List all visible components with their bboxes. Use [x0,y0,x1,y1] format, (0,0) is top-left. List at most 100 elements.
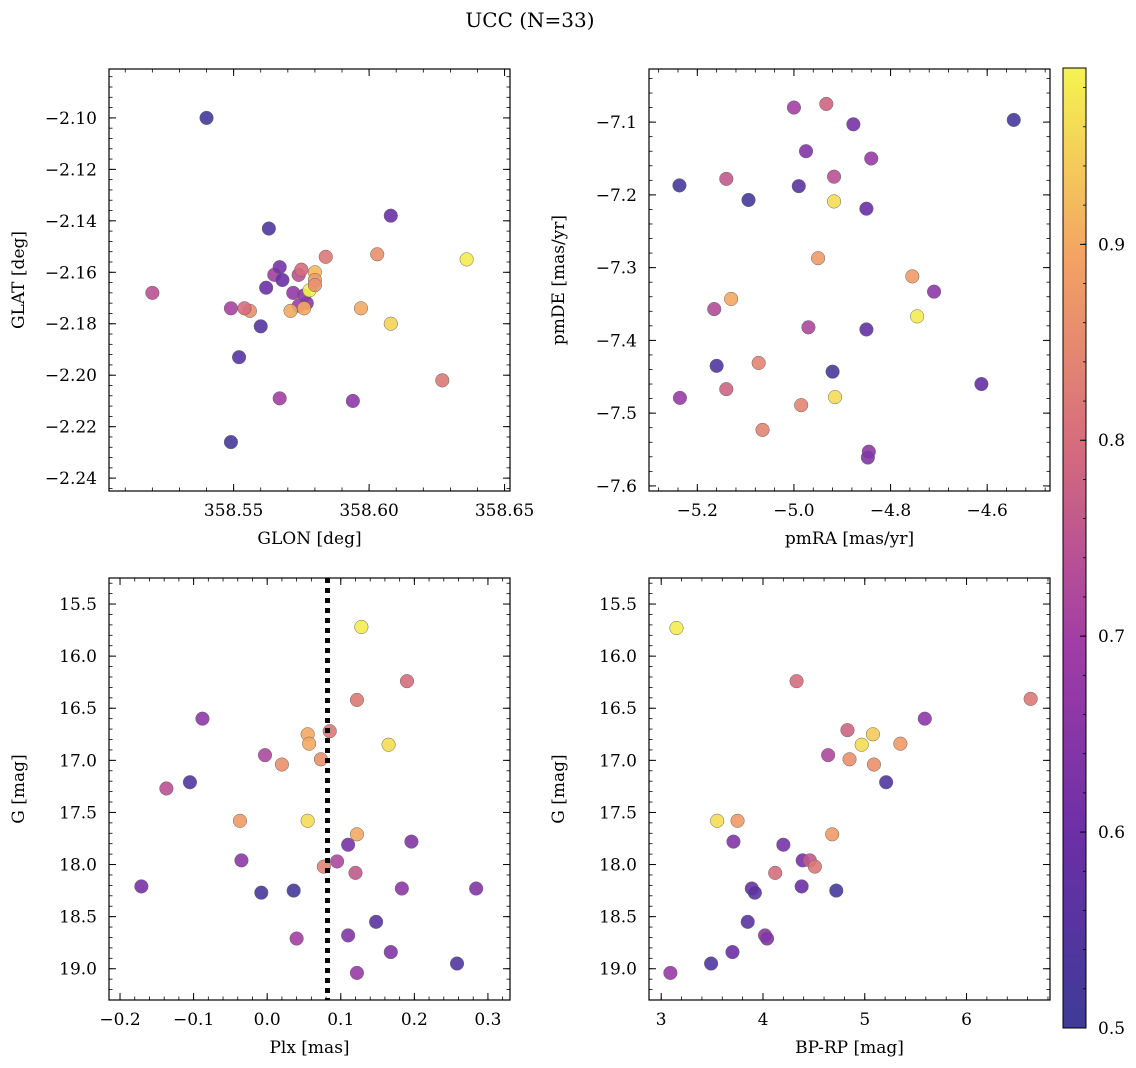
scatter-point [860,450,875,465]
plot-frame [648,577,1051,1001]
x-axis-label: GLON [deg] [257,529,361,549]
colorbar-ticks: 0.5 0.6 0.7 0.8 0.9 [1080,87,1125,1039]
x-tick-label: −0.1 [173,1010,214,1030]
scatter-point [283,303,298,318]
y-tick-label: −2.18 [45,315,97,335]
scatter-point [825,364,840,379]
scatter-point [707,302,722,317]
scatter-point [404,834,419,849]
scatter-point [811,251,826,266]
y-tick-label: 18.5 [59,908,97,928]
scatter-point [307,278,322,293]
scatter-point [435,373,450,388]
scatter-point [893,736,908,751]
y-tick-label: −7.2 [596,186,637,206]
y-tick-label: −2.16 [45,263,97,283]
scatter-point [297,301,312,316]
scatter-point [195,711,210,726]
scatter-point [253,319,268,334]
scatter-point [469,881,484,896]
scatter-point [381,737,396,752]
scatter-point [1006,112,1021,127]
scatter-point [926,284,942,299]
scatter-point [383,208,398,223]
y-tick-label: 18.5 [599,908,637,928]
scatter-point [801,320,816,335]
scatter-point [825,827,840,842]
y-tick-label: −7.5 [596,404,637,424]
scatter-point [257,748,273,763]
scatter-point [710,813,725,828]
scatter-point [275,272,290,288]
scatter-point [726,834,741,849]
scatter-point [234,853,249,868]
y-axis-label: GLAT [deg] [9,231,29,329]
y-tick-label: 17.5 [59,803,97,823]
y-tick-label: −2.14 [45,212,97,232]
scatter-point [821,748,836,763]
scatter-point [794,398,809,413]
scatter-point [755,422,770,437]
data-points [134,619,484,980]
x-tick-label: 0.2 [401,1010,428,1030]
plx-g-panel: −0.2 −0.1 0.0 0.1 0.2 0.3 15.5 16.0 16.5 17.0 17.5… [9,577,511,1058]
scatter-point [232,350,247,365]
figure-title: UCC (N=33) [465,8,594,32]
scatter-point [663,965,678,980]
scatter-point [199,110,214,125]
scatter-point [261,221,276,236]
y-tick-label: 15.5 [599,595,637,615]
x-tick-label: −0.2 [99,1010,140,1030]
pm-panel: −5.2 −5.0 −4.8 −4.6 −7.1 −7.2 −7.3 −7.4 −7.5 −7.6… [549,68,1051,549]
scatter-panels: 358.55 358.60 358.65 −2.10 −2.12 −2.14 −2.16 −2… [9,68,1051,1058]
colorbar: 0.5 0.6 0.7 0.8 0.9 [1062,67,1125,1039]
y-tick-label: 16.5 [59,699,97,719]
y-tick-label: 17.5 [599,803,637,823]
scatter-point [353,301,369,316]
y-axis-label: pmDE [mas/yr] [549,215,569,345]
glon-glat-panel: 358.55 358.60 358.65 −2.10 −2.12 −2.14 −2.16 −2… [9,68,534,549]
scatter-point [300,813,315,828]
scatter-point [341,837,356,852]
scatter-point [370,247,385,262]
scatter-point [399,674,415,689]
scatter-point [827,390,843,405]
scatter-point [289,931,304,946]
scatter-point [459,252,474,267]
scatter-point [672,390,687,405]
scatter-point [394,881,409,896]
scatter-point [237,301,252,316]
plot-frame [648,68,1051,492]
y-tick-label: −7.6 [596,477,637,497]
y-tick-label: −7.3 [596,259,637,279]
scatter-point [145,285,160,300]
y-tick-label: 18.0 [59,856,97,876]
scatter-point [725,945,740,960]
plot-frame [108,577,511,1001]
x-tick-label: −5.0 [773,501,814,521]
scatter-point [719,382,734,397]
scatter-point [879,775,894,790]
scatter-point [274,757,289,772]
colorbar-tick-label: 0.7 [1098,627,1125,647]
scatter-point [807,859,822,874]
scatter-point [826,194,842,209]
data-points [145,110,474,450]
colorbar-tick-label: 0.6 [1098,823,1125,843]
y-tick-label: −2.20 [45,366,97,386]
x-tick-label: 0.0 [254,1010,281,1030]
color-magnitude-panel: 3 4 5 6 15.5 16.0 16.5 17.0 17.5 18.0 18.5 19.0 BP-R… [549,577,1051,1058]
scatter-point [348,865,363,880]
y-tick-label: 17.0 [59,751,97,771]
scatter-point [829,883,844,898]
scatter-point [349,965,365,980]
scatter-point [1023,691,1038,706]
scatter-point [254,885,269,900]
scatter-point [232,813,248,828]
scatter-point [672,178,687,193]
y-tick-label: −2.22 [45,418,97,438]
scatter-point [917,711,932,726]
y-tick-label: 17.0 [599,751,637,771]
scatter-point [669,620,684,636]
